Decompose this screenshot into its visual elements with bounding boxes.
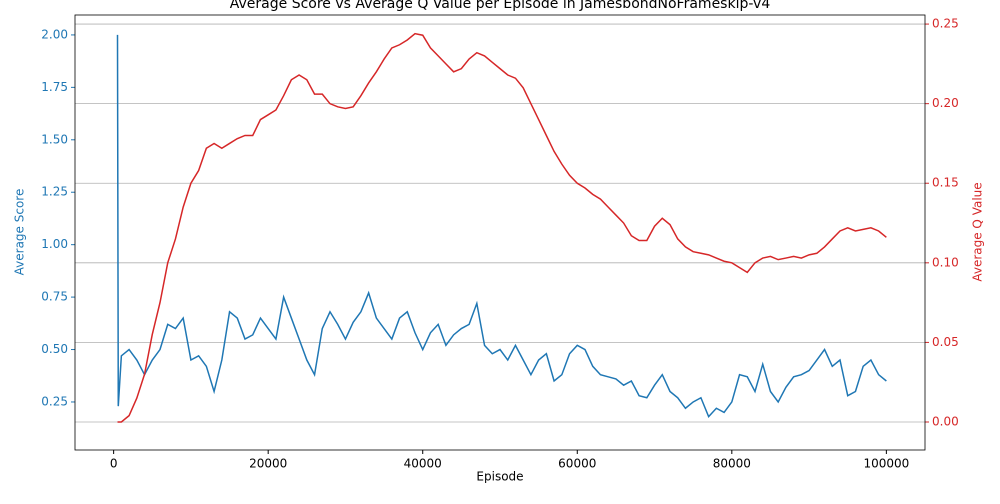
series-line [117, 32, 887, 423]
y2-tick-label: 0.05 [932, 335, 959, 349]
x-axis-label: Episode [476, 470, 523, 484]
y-tick-label: 1.50 [41, 132, 68, 146]
plot-frame [74, 14, 926, 451]
y-tick-label: 1.00 [41, 237, 68, 251]
y2-tick-label: 0.25 [932, 17, 959, 31]
x-tick-label: 100000 [863, 457, 909, 471]
x-tick-label: 20000 [249, 457, 287, 471]
x-tick-label: 40000 [404, 457, 442, 471]
chart-title: Average Score vs Average Q Value per Epi… [230, 0, 771, 12]
y2-tick-label: 0.20 [932, 96, 959, 110]
x-tick-label: 0 [110, 457, 118, 471]
y-tick-label: 1.25 [41, 185, 68, 199]
y2-tick-label: 0.10 [932, 255, 959, 269]
y2-tick-label: 0.00 [932, 414, 959, 428]
x-tick-label: 80000 [713, 457, 751, 471]
y2-axis-label: Average Q Value [971, 182, 985, 281]
y-tick-label: 0.75 [41, 290, 68, 304]
x-tick-label: 60000 [558, 457, 596, 471]
y-tick-label: 1.75 [41, 80, 68, 94]
y-axis-label: Average Score [13, 189, 27, 276]
series-line [116, 34, 887, 419]
y2-tick-label: 0.15 [932, 176, 959, 190]
y-tick-label: 0.25 [41, 394, 68, 408]
y-tick-label: 2.00 [41, 27, 68, 41]
y-tick-label: 0.50 [41, 342, 68, 356]
